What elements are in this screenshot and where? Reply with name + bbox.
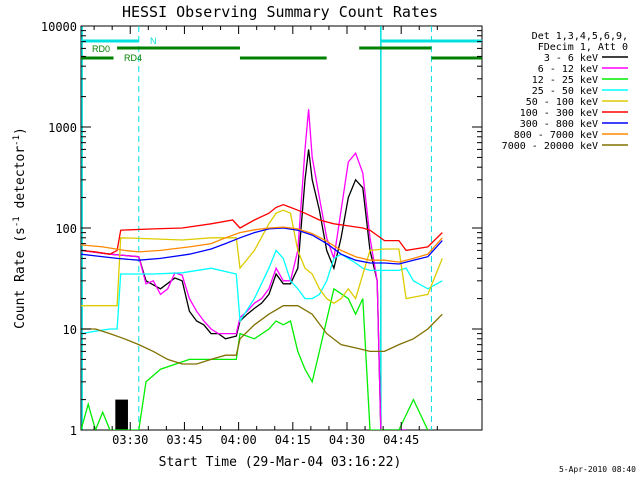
timestamp-label: 5-Apr-2010 08:40 xyxy=(559,465,636,474)
legend-entry-5: 100 - 300 keV xyxy=(520,108,598,119)
y-axis-label: Count Rate (s-1 detector-1) xyxy=(12,127,28,329)
y-axis-label-sup2: -1 xyxy=(12,135,22,146)
series-line-2 xyxy=(81,287,429,430)
series-line-4 xyxy=(81,209,443,307)
y-tick-label-3: 1000 xyxy=(48,121,77,135)
rd0-label: RD0 xyxy=(92,44,110,54)
series-line-8 xyxy=(81,305,443,365)
legend-entry-1: 6 - 12 keV xyxy=(538,64,598,75)
series-line-6 xyxy=(81,227,443,265)
legend-entry-2: 12 - 25 keV xyxy=(532,75,598,86)
y-tick-label-4: 10000 xyxy=(41,20,77,34)
legend-entry-8: 7000 - 20000 keV xyxy=(502,141,598,152)
series-line-1 xyxy=(81,109,407,430)
x-tick-label-2: 04:00 xyxy=(221,433,257,447)
y-axis-label-sup1: -1 xyxy=(12,216,22,227)
legend: Det 1,3,4,5,6,9,FDecim 1, Att 03 - 6 keV… xyxy=(502,31,628,152)
x-tick-label-4: 04:30 xyxy=(329,433,365,447)
series-line-5 xyxy=(81,204,443,255)
series-line-3 xyxy=(81,249,443,335)
y-tick-label-2: 100 xyxy=(55,222,77,236)
x-tick-label-3: 04:15 xyxy=(275,433,311,447)
series-line-0 xyxy=(81,149,407,430)
legend-header-1: FDecim 1, Att 0 xyxy=(538,42,628,53)
legend-header-0: Det 1,3,4,5,6,9, xyxy=(532,31,628,42)
n-label: N xyxy=(150,36,157,46)
rd4-label: RD4 xyxy=(124,53,142,63)
y-axis-label-end: ) xyxy=(13,127,28,135)
legend-entry-3: 25 - 50 keV xyxy=(532,86,598,97)
y-tick-label-0: 1 xyxy=(70,424,77,438)
chart-title: HESSI Observing Summary Count Rates xyxy=(122,3,438,21)
legend-entry-6: 300 - 800 keV xyxy=(520,119,598,130)
series-line-7 xyxy=(81,226,443,263)
x-tick-label-0: 03:30 xyxy=(112,433,148,447)
legend-entry-7: 800 - 7000 keV xyxy=(514,130,598,141)
x-tick-label-1: 03:45 xyxy=(166,433,202,447)
legend-entry-4: 50 - 100 keV xyxy=(526,97,598,108)
x-axis-label: Start Time (29-Mar-04 03:16:22) xyxy=(159,455,402,470)
legend-entry-0: 3 - 6 keV xyxy=(544,53,598,64)
attenuator-block xyxy=(115,399,128,430)
y-tick-label-1: 10 xyxy=(63,323,77,337)
y-axis-label-mid: detector xyxy=(13,146,28,217)
x-tick-label-5: 04:45 xyxy=(383,433,419,447)
